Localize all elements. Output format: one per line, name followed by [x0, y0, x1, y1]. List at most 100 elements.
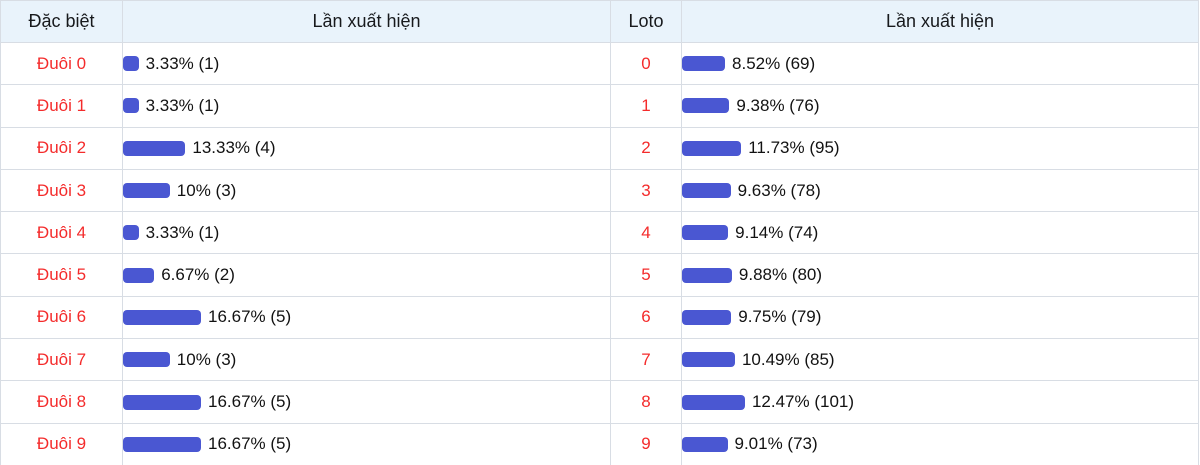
loto-frequency-cell: 12.47% (101)	[681, 380, 1199, 424]
frequency-value: 9.01% (73)	[734, 434, 818, 454]
loto-frequency-cell: 9.75% (79)	[681, 295, 1199, 340]
bar-with-value: 13.33% (4)	[123, 138, 610, 158]
frequency-value: 13.33% (4)	[192, 138, 276, 158]
table-row: Đuôi 4 3.33% (1) 4 9.14% (74)	[0, 211, 1199, 255]
loto-row-label: 6	[610, 295, 682, 340]
bar-with-value: 10.49% (85)	[682, 350, 1198, 370]
loto-frequency-cell: 9.14% (74)	[681, 211, 1199, 255]
frequency-bar	[123, 309, 201, 325]
loto-row-label: 2	[610, 126, 682, 170]
bar-with-value: 6.67% (2)	[123, 265, 610, 285]
table-row: Đuôi 7 10% (3) 7 10.49% (85)	[0, 338, 1199, 382]
table-row: Đuôi 2 13.33% (4) 2 11.73% (95)	[0, 126, 1199, 170]
dac-biet-row-label: Đuôi 4	[0, 211, 123, 255]
table-row: Đuôi 0 3.33% (1) 0 8.52% (69)	[0, 41, 1199, 86]
dac-biet-row-label: Đuôi 0	[0, 41, 123, 86]
dac-biet-row-label: Đuôi 8	[0, 380, 123, 424]
bar-with-value: 9.14% (74)	[682, 223, 1198, 243]
dac-biet-frequency-cell: 3.33% (1)	[122, 84, 611, 128]
bar-with-value: 8.52% (69)	[682, 54, 1198, 74]
header-row: Đặc biệt Lần xuất hiện Loto Lần xuất hiệ…	[0, 0, 1199, 43]
dac-biet-frequency-cell: 16.67% (5)	[122, 380, 611, 424]
table-row: Đuôi 8 16.67% (5) 8 12.47% (101)	[0, 380, 1199, 424]
table-row: Đuôi 5 6.67% (2) 5 9.88% (80)	[0, 253, 1199, 297]
loto-row-label: 5	[610, 253, 682, 297]
frequency-value: 10% (3)	[176, 349, 237, 369]
frequency-value: 6.67% (2)	[161, 265, 235, 285]
frequency-bar	[123, 140, 186, 156]
bar-with-value: 11.73% (95)	[682, 138, 1198, 158]
header-lan-xuat-hien-left: Lần xuất hiện	[122, 0, 611, 43]
frequency-bar	[123, 352, 170, 368]
frequency-bar	[682, 56, 726, 72]
frequency-value: 10.49% (85)	[741, 349, 835, 369]
bar-with-value: 10% (3)	[123, 181, 610, 201]
bar-with-value: 12.47% (101)	[682, 392, 1198, 412]
frequency-bar	[123, 267, 155, 283]
frequency-bar	[682, 183, 731, 199]
dac-biet-row-label: Đuôi 7	[0, 338, 123, 382]
loto-frequency-cell: 9.01% (73)	[681, 422, 1199, 465]
frequency-bar	[123, 394, 201, 410]
loto-frequency-cell: 9.63% (78)	[681, 168, 1199, 213]
dac-biet-row-label: Đuôi 2	[0, 126, 123, 170]
table-header: Đặc biệt Lần xuất hiện Loto Lần xuất hiệ…	[0, 0, 1199, 43]
frequency-bar	[123, 183, 170, 199]
bar-with-value: 9.63% (78)	[682, 181, 1198, 201]
dac-biet-frequency-cell: 6.67% (2)	[122, 253, 611, 297]
frequency-value: 12.47% (101)	[751, 392, 855, 412]
table-row: Đuôi 3 10% (3) 3 9.63% (78)	[0, 168, 1199, 213]
bar-with-value: 16.67% (5)	[123, 307, 610, 327]
loto-row-label: 4	[610, 211, 682, 255]
table-row: Đuôi 1 3.33% (1) 1 9.38% (76)	[0, 84, 1199, 128]
dac-biet-row-label: Đuôi 9	[0, 422, 123, 465]
table-row: Đuôi 9 16.67% (5) 9 9.01% (73)	[0, 422, 1199, 465]
loto-frequency-cell: 9.88% (80)	[681, 253, 1199, 297]
frequency-bar	[682, 309, 732, 325]
dac-biet-row-label: Đuôi 1	[0, 84, 123, 128]
dac-biet-frequency-cell: 16.67% (5)	[122, 422, 611, 465]
dac-biet-frequency-cell: 16.67% (5)	[122, 295, 611, 340]
frequency-bar	[682, 140, 742, 156]
loto-row-label: 8	[610, 380, 682, 424]
frequency-value: 9.88% (80)	[738, 265, 823, 285]
frequency-value: 16.67% (5)	[208, 307, 292, 327]
bar-with-value: 9.75% (79)	[682, 307, 1198, 327]
dac-biet-frequency-cell: 10% (3)	[122, 168, 611, 213]
frequency-bar	[123, 436, 201, 452]
dac-biet-frequency-cell: 10% (3)	[122, 338, 611, 382]
frequency-bar	[123, 56, 139, 72]
header-lan-xuat-hien-right: Lần xuất hiện	[681, 0, 1199, 43]
dac-biet-row-label: Đuôi 6	[0, 295, 123, 340]
header-dac-biet: Đặc biệt	[0, 0, 123, 43]
frequency-bar	[682, 98, 730, 114]
bar-with-value: 9.01% (73)	[682, 434, 1198, 454]
bar-with-value: 9.88% (80)	[682, 265, 1198, 285]
frequency-value: 11.73% (95)	[748, 138, 840, 158]
frequency-bar	[123, 225, 139, 241]
bar-with-value: 10% (3)	[123, 350, 610, 370]
frequency-value: 9.63% (78)	[737, 180, 821, 200]
loto-frequency-cell: 9.38% (76)	[681, 84, 1199, 128]
loto-row-label: 0	[610, 41, 682, 86]
frequency-value: 9.75% (79)	[738, 307, 822, 327]
dac-biet-row-label: Đuôi 5	[0, 253, 123, 297]
loto-row-label: 3	[610, 168, 682, 213]
table-body: Đuôi 0 3.33% (1) 0 8.52% (69) Đuôi 1 3.33% (1…	[0, 41, 1199, 465]
header-loto: Loto	[610, 0, 682, 43]
loto-frequency-cell: 11.73% (95)	[681, 126, 1199, 170]
dac-biet-row-label: Đuôi 3	[0, 168, 123, 213]
bar-with-value: 3.33% (1)	[123, 223, 610, 243]
frequency-value: 3.33% (1)	[145, 95, 220, 115]
loto-frequency-cell: 10.49% (85)	[681, 338, 1199, 382]
loto-row-label: 1	[610, 84, 682, 128]
frequency-value: 16.67% (5)	[208, 434, 292, 454]
frequency-bar	[682, 436, 728, 452]
dac-biet-frequency-cell: 3.33% (1)	[122, 41, 611, 86]
table-row: Đuôi 6 16.67% (5) 6 9.75% (79)	[0, 295, 1199, 340]
loto-row-label: 7	[610, 338, 682, 382]
bar-with-value: 9.38% (76)	[682, 96, 1198, 116]
frequency-value: 16.67% (5)	[208, 392, 292, 412]
frequency-bar	[682, 225, 729, 241]
